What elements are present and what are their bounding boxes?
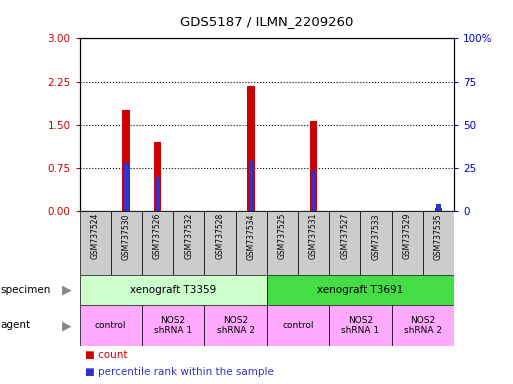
Bar <box>391 305 454 346</box>
Bar <box>142 305 204 346</box>
Text: ▶: ▶ <box>62 283 72 296</box>
Text: GSM737531: GSM737531 <box>309 213 318 260</box>
Text: GSM737533: GSM737533 <box>371 213 381 260</box>
Bar <box>123 111 130 211</box>
Bar <box>267 211 298 275</box>
Bar <box>124 163 129 211</box>
Bar <box>267 275 454 305</box>
Bar <box>329 305 391 346</box>
Bar <box>298 211 329 275</box>
Text: GSM737532: GSM737532 <box>184 213 193 260</box>
Bar <box>423 211 454 275</box>
Text: NOS2
shRNA 2: NOS2 shRNA 2 <box>404 316 442 335</box>
Text: GSM737528: GSM737528 <box>215 213 225 259</box>
Bar <box>249 161 253 211</box>
Bar <box>311 170 316 211</box>
Bar <box>435 208 442 211</box>
Text: GDS5187 / ILMN_2209260: GDS5187 / ILMN_2209260 <box>180 15 353 28</box>
Bar <box>204 211 235 275</box>
Bar <box>204 305 267 346</box>
Bar <box>267 305 329 346</box>
Text: specimen: specimen <box>0 285 50 295</box>
Text: control: control <box>282 321 314 330</box>
Bar <box>360 211 391 275</box>
Bar <box>436 204 441 211</box>
Text: ▶: ▶ <box>62 319 72 332</box>
Bar <box>80 305 142 346</box>
Bar <box>235 211 267 275</box>
Text: GSM737534: GSM737534 <box>247 213 255 260</box>
Text: GSM737525: GSM737525 <box>278 213 287 260</box>
Bar <box>329 211 360 275</box>
Text: ■ percentile rank within the sample: ■ percentile rank within the sample <box>85 366 273 377</box>
Bar <box>173 211 204 275</box>
Bar <box>111 211 142 275</box>
Text: NOS2
shRNA 1: NOS2 shRNA 1 <box>154 316 192 335</box>
Text: ■ count: ■ count <box>85 350 127 360</box>
Text: GSM737524: GSM737524 <box>91 213 100 260</box>
Text: GSM737526: GSM737526 <box>153 213 162 260</box>
Bar <box>153 142 162 211</box>
Bar <box>80 275 267 305</box>
Bar <box>155 177 160 211</box>
Bar <box>391 211 423 275</box>
Text: control: control <box>95 321 127 330</box>
Text: GSM737529: GSM737529 <box>403 213 412 260</box>
Text: GSM737530: GSM737530 <box>122 213 131 260</box>
Text: NOS2
shRNA 2: NOS2 shRNA 2 <box>216 316 254 335</box>
Text: GSM737527: GSM737527 <box>340 213 349 260</box>
Text: xenograft T3359: xenograft T3359 <box>130 285 216 295</box>
Text: GSM737535: GSM737535 <box>434 213 443 260</box>
Bar <box>80 211 111 275</box>
Bar <box>142 211 173 275</box>
Text: agent: agent <box>0 320 30 331</box>
Bar <box>310 121 318 211</box>
Text: NOS2
shRNA 1: NOS2 shRNA 1 <box>341 316 380 335</box>
Text: xenograft T3691: xenograft T3691 <box>317 285 404 295</box>
Bar <box>247 86 255 211</box>
